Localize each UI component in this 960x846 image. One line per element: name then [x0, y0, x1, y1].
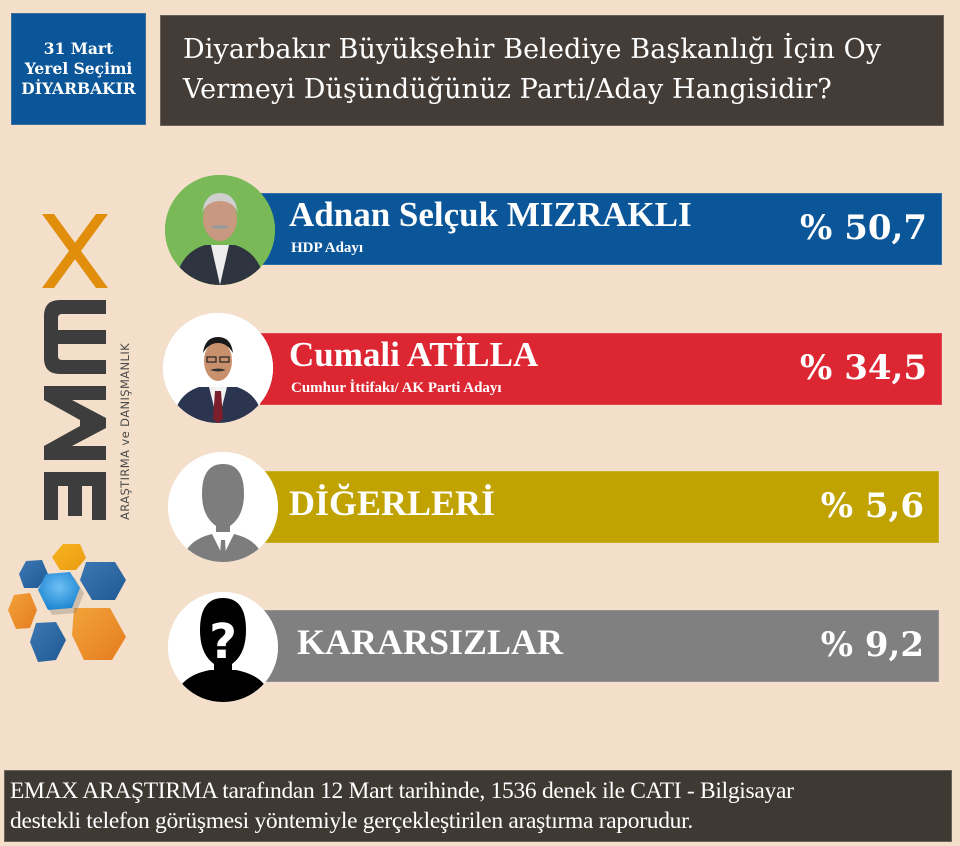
- category-name: DİĞERLERİ: [289, 483, 496, 523]
- election-type-line: Yerel Seçimi: [24, 59, 133, 78]
- date-line: 31 Mart: [43, 39, 114, 58]
- result-bar: DİĞERLERİ % 5,6: [260, 471, 939, 543]
- result-row-atilla: Cumali ATİLLA Cumhur İttifakı/ AK Parti …: [160, 310, 960, 430]
- avatar-others: [168, 452, 278, 562]
- footer-line-1: EMAX ARAŞTIRMA tarafından 12 Mart tarihi…: [10, 778, 794, 804]
- survey-question-title: Diyarbakır Büyükşehir Belediye Başkanlığ…: [160, 15, 944, 126]
- title-line-1: Diyarbakır Büyükşehir Belediye Başkanlığ…: [183, 34, 882, 65]
- title-line-2: Vermeyi Düşündüğünüz Parti/Aday Hangisid…: [183, 74, 832, 105]
- election-date-badge: 31 Mart Yerel Seçimi DİYARBAKIR: [11, 13, 146, 125]
- emax-wordmark-icon: [42, 214, 108, 520]
- percent-value: % 5,6: [820, 486, 924, 526]
- percent-value: % 50,7: [800, 208, 927, 248]
- result-row-mizrakli: Adnan Selçuk MIZRAKLI HDP Adayı % 50,7: [160, 170, 960, 290]
- result-row-others: DİĞERLERİ % 5,6: [160, 450, 960, 570]
- footer-line-2: destekli telefon görüşmesi yöntemiyle ge…: [10, 808, 693, 834]
- avatar-atilla: [163, 313, 273, 423]
- candidate-photo-icon: [163, 313, 273, 423]
- result-row-undecided: KARARSIZLAR % 9,2 ?: [160, 590, 960, 710]
- candidate-photo-icon: [165, 175, 275, 285]
- city-line: DİYARBAKIR: [21, 79, 136, 98]
- result-bar: KARARSIZLAR % 9,2: [260, 610, 939, 682]
- hexagon-cluster-icon: [8, 544, 126, 662]
- emax-logo: ARAŞTIRMA ve DANIŞMANLIK: [0, 190, 160, 670]
- percent-value: % 34,5: [800, 348, 927, 388]
- avatar-undecided: ?: [168, 592, 278, 702]
- candidate-party: HDP Adayı: [291, 240, 364, 256]
- category-name: KARARSIZLAR: [297, 622, 564, 662]
- svg-text:?: ?: [209, 614, 237, 670]
- result-bar: Adnan Selçuk MIZRAKLI HDP Adayı % 50,7: [260, 193, 942, 265]
- candidate-name: Cumali ATİLLA: [289, 335, 539, 374]
- methodology-note: EMAX ARAŞTIRMA tarafından 12 Mart tarihi…: [4, 770, 952, 842]
- percent-value: % 9,2: [820, 625, 924, 665]
- question-silhouette-icon: ?: [168, 592, 278, 702]
- candidate-name: Adnan Selçuk MIZRAKLI: [289, 195, 692, 234]
- candidate-party: Cumhur İttifakı/ AK Parti Adayı: [291, 380, 502, 396]
- person-silhouette-icon: [168, 452, 278, 562]
- result-bar: Cumali ATİLLA Cumhur İttifakı/ AK Parti …: [260, 333, 942, 405]
- logo-subtitle: ARAŞTIRMA ve DANIŞMANLIK: [118, 342, 132, 520]
- avatar-mizrakli: [165, 175, 275, 285]
